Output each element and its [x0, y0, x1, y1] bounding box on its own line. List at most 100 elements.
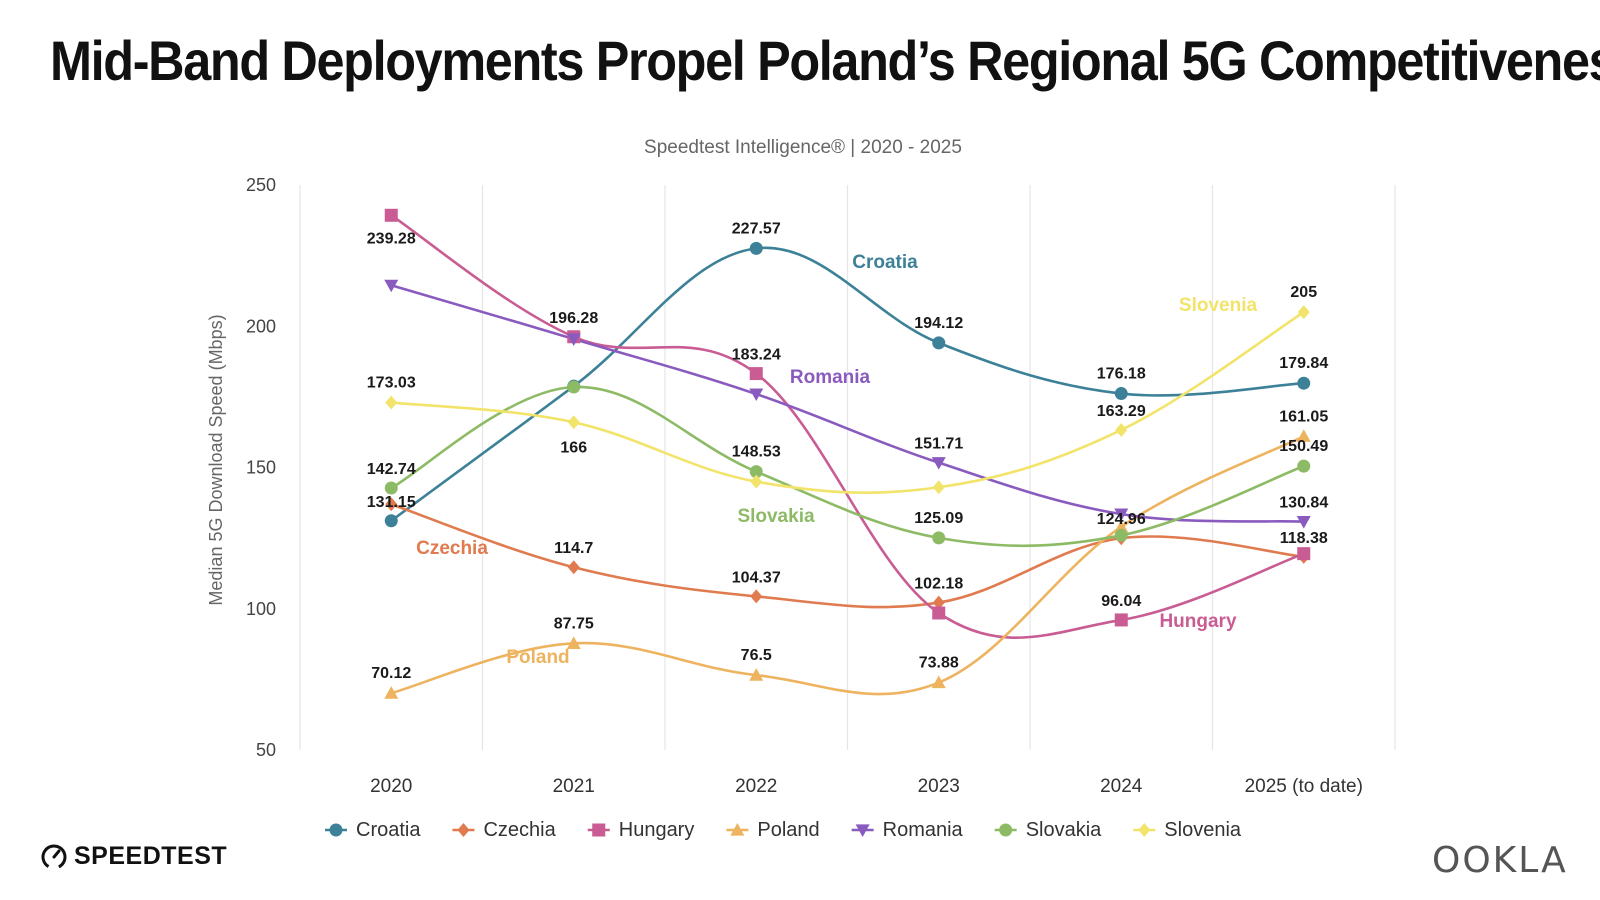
series-annotation-slovakia: Slovakia [737, 506, 815, 527]
marker-romania [384, 279, 399, 293]
series-lines [389, 213, 1306, 696]
marker-slovakia [932, 531, 946, 545]
data-label-slovenia: 205 [1290, 284, 1317, 301]
data-label-romania: 151.71 [914, 436, 963, 453]
ookla-logo: OOKLA [1432, 840, 1568, 881]
legend-label-poland: Poland [757, 819, 819, 841]
series-annotations: Croatia Romania Slovenia Czechia Slovakia Hun… [416, 252, 1257, 668]
marker-poland [1296, 429, 1311, 442]
speedtest-wordmark: SPEEDTEST [74, 842, 228, 870]
marker-slovakia [1114, 528, 1128, 542]
grid [299, 185, 1396, 750]
marker-slovenia [932, 480, 945, 495]
marker-croatia [1114, 387, 1128, 401]
marker-croatia [932, 336, 946, 350]
marker-czechia [750, 589, 763, 604]
series-line-poland [389, 434, 1306, 696]
data-label-croatia: 179.84 [1279, 355, 1328, 372]
marker-croatia [1297, 376, 1311, 390]
legend-marker-poland [730, 823, 745, 836]
data-label-poland: 87.75 [554, 615, 594, 632]
marker-hungary [384, 208, 398, 222]
marker-poland [749, 668, 764, 681]
series-line-hungary [389, 213, 1306, 639]
x-tick-label: 2025 (to date) [1245, 776, 1363, 797]
data-label-croatia: 176.18 [1097, 366, 1146, 383]
data-label-croatia: 227.57 [732, 220, 781, 237]
marker-czechia [932, 595, 945, 610]
x-axis-ticks: 2020 2021 2022 2023 2024 2025 (to date) [370, 776, 1363, 797]
legend: Croatia Czechia Hungary Poland Romania Slovak… [325, 819, 1242, 841]
legend-label-czechia: Czechia [483, 819, 556, 841]
data-label-slovakia: 150.49 [1279, 438, 1328, 455]
marker-poland [1114, 519, 1129, 533]
legend-marker-romania [855, 824, 870, 837]
data-label-hungary: 183.24 [732, 347, 781, 364]
series-annotation-romania: Romania [790, 367, 871, 388]
legend-label-croatia: Croatia [356, 819, 421, 841]
series-line-slovenia [389, 310, 1306, 494]
legend-label-slovenia: Slovenia [1164, 819, 1242, 841]
series-annotation-hungary: Hungary [1159, 611, 1237, 632]
marker-hungary [932, 606, 946, 620]
marker-poland [384, 686, 399, 699]
data-label-czechia: 102.18 [914, 576, 963, 593]
y-tick-label: 50 [256, 740, 276, 760]
marker-hungary [749, 367, 763, 381]
legend-marker-croatia [329, 823, 343, 837]
data-label-slovenia: 173.03 [367, 374, 416, 391]
series-line-czechia [389, 502, 1306, 609]
data-label-slovakia: 148.53 [732, 444, 781, 461]
marker-poland [566, 636, 581, 649]
data-label-czechia: 118.38 [1280, 530, 1328, 547]
data-label-poland: 161.05 [1279, 408, 1328, 425]
series-annotation-croatia: Croatia [852, 252, 918, 273]
series-annotation-czechia: Czechia [416, 538, 488, 559]
marker-romania [931, 457, 946, 470]
data-label-hungary: 239.28 [367, 230, 416, 247]
data-label-slovakia: 142.74 [367, 461, 416, 478]
data-label-czechia: 114.7 [554, 540, 593, 557]
data-label-czechia: 104.37 [732, 569, 781, 586]
y-tick-label: 150 [246, 458, 276, 478]
series-line-romania [389, 283, 1306, 523]
marker-romania [1296, 516, 1311, 529]
data-label-croatia: 131.15 [367, 494, 416, 511]
data-labels: 131.15 227.57 194.12 176.18 179.84 114.7 104.3… [367, 220, 1329, 682]
series-line-croatia [389, 246, 1306, 523]
y-axis-ticks: 50 100 150 200 250 [246, 175, 276, 760]
data-label-czechia: 124.96 [1097, 511, 1146, 528]
data-label-poland: 73.88 [919, 655, 959, 672]
series-markers [384, 208, 1311, 699]
data-label-poland: 70.12 [371, 665, 411, 682]
legend-label-slovakia: Slovakia [1026, 819, 1102, 841]
y-axis-label: Median 5G Download Speed (Mbps) [206, 314, 226, 605]
marker-slovenia [385, 395, 398, 410]
legend-label-hungary: Hungary [619, 819, 695, 841]
marker-czechia [385, 497, 398, 512]
marker-slovenia [567, 415, 580, 430]
x-tick-label: 2021 [553, 776, 595, 797]
y-tick-label: 250 [246, 175, 276, 195]
marker-slovenia [750, 474, 763, 489]
y-tick-label: 200 [246, 316, 276, 336]
marker-hungary [1297, 547, 1311, 561]
marker-romania [749, 388, 764, 402]
x-tick-label: 2022 [735, 776, 777, 797]
series-line-slovakia [389, 385, 1306, 548]
x-tick-label: 2024 [1100, 776, 1143, 797]
speedometer-icon [41, 844, 67, 869]
data-label-slovakia: 125.09 [914, 510, 963, 527]
legend-marker-czechia [457, 823, 470, 837]
speedtest-logo: SPEEDTEST [40, 842, 227, 871]
series-annotation-slovenia: Slovenia [1179, 295, 1258, 316]
marker-slovenia [1115, 422, 1128, 437]
y-tick-label: 100 [246, 599, 276, 619]
data-label-croatia: 194.12 [914, 315, 963, 332]
marker-slovakia [1297, 459, 1311, 473]
marker-slovakia [567, 380, 581, 394]
marker-romania [1114, 508, 1129, 522]
marker-hungary [1114, 613, 1128, 627]
chart-subtitle: Speedtest Intelligence® | 2020 - 2025 [644, 137, 962, 158]
marker-poland [931, 675, 946, 689]
